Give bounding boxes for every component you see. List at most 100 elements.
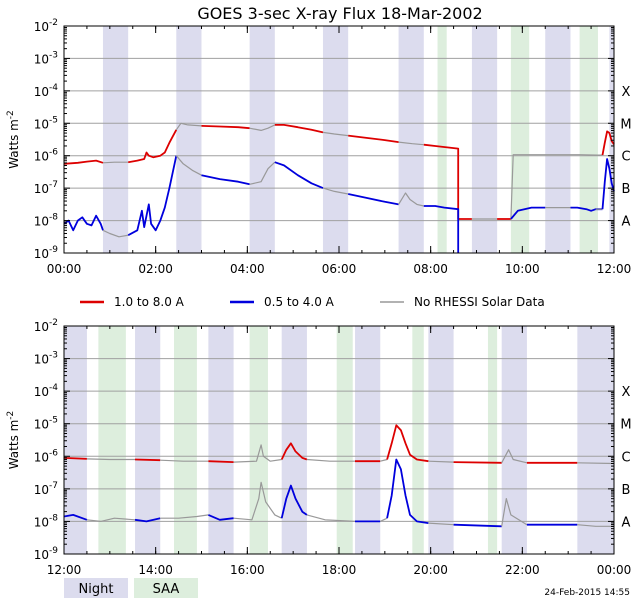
long-flux-line	[208, 460, 234, 463]
short-flux-line	[127, 155, 178, 236]
long-flux-line	[501, 449, 528, 464]
no_rhessi-legend-label: No RHESSI Solar Data	[414, 295, 545, 309]
y-tick-label: 10-7	[34, 481, 58, 497]
x-tick-label: 16:00	[230, 563, 265, 577]
night-band	[501, 326, 527, 554]
bottom-panel: 10-9 10-8 10-7 10-6 10-5 10-4 10-3 10-2 12:00 14:…	[6, 318, 632, 577]
short-flux-line	[274, 161, 324, 189]
saa-band	[510, 26, 530, 253]
night-band	[249, 26, 275, 253]
top-panel: 10-9 10-8 10-7 10-6 10-5 10-4 10-3 10-2 00:00 02:…	[6, 18, 632, 276]
long-flux-line	[160, 459, 209, 462]
long-flux-line	[453, 461, 502, 464]
x-tick-label: 02:00	[138, 262, 173, 276]
y-tick-label: 10-5	[34, 115, 58, 131]
y-tick-label: 10-2	[34, 18, 58, 34]
series-legend: 1.0 to 8.0 A 0.5 to 4.0 A No RHESSI Solar …	[80, 295, 545, 309]
saa-band	[412, 326, 424, 554]
y-tick-label: 10-3	[34, 351, 58, 367]
night-band	[64, 326, 87, 554]
short-flux-line	[577, 524, 614, 527]
long-flux-line	[322, 131, 349, 137]
x-tick-label: 18:00	[322, 563, 357, 577]
flare-class-label: M	[620, 418, 631, 433]
x-tick-label: 08:00	[413, 262, 448, 276]
band-legend: Night SAA	[64, 578, 198, 598]
short-flux-line	[379, 517, 388, 522]
x-tick-label: 14:00	[138, 563, 173, 577]
short-flux-line	[501, 498, 528, 527]
long-flux-line	[348, 134, 399, 143]
short-flux-line	[510, 206, 546, 220]
long-flux-line	[86, 458, 135, 461]
long-flux-line	[63, 457, 87, 460]
short-flux-line	[86, 517, 136, 523]
short-flux-line	[249, 161, 276, 185]
x-tick-label: 06:00	[322, 262, 357, 276]
night-legend-label: Night	[79, 582, 114, 597]
x-tick-label: 00:00	[47, 262, 82, 276]
long-flux-line	[398, 141, 424, 146]
short-flux-line	[63, 514, 88, 521]
long-flux-line	[134, 458, 161, 462]
flare-class-label: X	[622, 385, 631, 400]
night-band	[355, 326, 381, 554]
night-band	[176, 26, 202, 253]
saa-band	[437, 26, 447, 253]
flare-class-label: X	[622, 85, 631, 100]
night-band	[471, 26, 498, 253]
short-legend-label: 0.5 to 4.0 A	[264, 295, 335, 309]
long-flux-line	[274, 124, 324, 134]
y-tick-label: 10-5	[34, 416, 58, 432]
long-flux-line	[601, 130, 615, 156]
y-axis-label: Watts m-2	[6, 110, 21, 169]
flare-class-label: A	[622, 215, 631, 230]
short-flux-line	[322, 187, 349, 195]
long-flux-line	[306, 458, 355, 462]
saa-band	[579, 26, 598, 253]
long-flux-line	[577, 462, 615, 465]
short-flux-line	[280, 484, 308, 519]
flare-class-label: C	[621, 450, 630, 465]
flare-class-label: B	[622, 182, 631, 197]
short-flux-line	[423, 205, 460, 253]
short-flux-line	[386, 458, 429, 524]
x-tick-label: 10:00	[505, 262, 540, 276]
saa-band	[487, 326, 498, 554]
night-legend-swatch	[64, 578, 128, 598]
short-flux-line	[201, 174, 250, 186]
short-flux-line	[428, 522, 454, 526]
flare-class-label: M	[620, 117, 631, 132]
long-legend-label: 1.0 to 8.0 A	[114, 295, 185, 309]
y-axis-label: Watts m-2	[6, 411, 21, 470]
long-flux-line	[175, 122, 202, 131]
short-flux-line	[175, 155, 202, 176]
saa-legend-label: SAA	[153, 582, 180, 597]
short-flux-line	[348, 193, 399, 206]
short-flux-line	[398, 192, 424, 207]
saa-band	[98, 326, 126, 554]
long-flux-line	[128, 129, 178, 164]
short-flux-line	[453, 523, 502, 528]
short-flux-line	[601, 158, 615, 210]
saa-band	[174, 326, 197, 554]
y-tick-label: 10-8	[34, 213, 59, 229]
y-tick-label: 10-3	[34, 50, 58, 66]
y-tick-label: 10-6	[34, 448, 59, 464]
night-band	[398, 26, 424, 253]
night-band	[322, 26, 349, 253]
short-flux-line	[306, 514, 356, 522]
x-tick-label: 12:00	[47, 563, 82, 577]
x-tick-label: 20:00	[413, 563, 448, 577]
long-flux-line	[380, 458, 388, 462]
y-tick-label: 10-6	[34, 148, 59, 164]
flare-class-label: A	[622, 515, 631, 530]
y-tick-label: 10-9	[34, 546, 59, 562]
saa-band	[336, 326, 353, 554]
long-flux-line	[510, 154, 603, 220]
night-band	[545, 26, 571, 253]
y-tick-label: 10-2	[34, 318, 58, 334]
long-flux-line	[233, 444, 282, 463]
night-band	[135, 326, 161, 554]
